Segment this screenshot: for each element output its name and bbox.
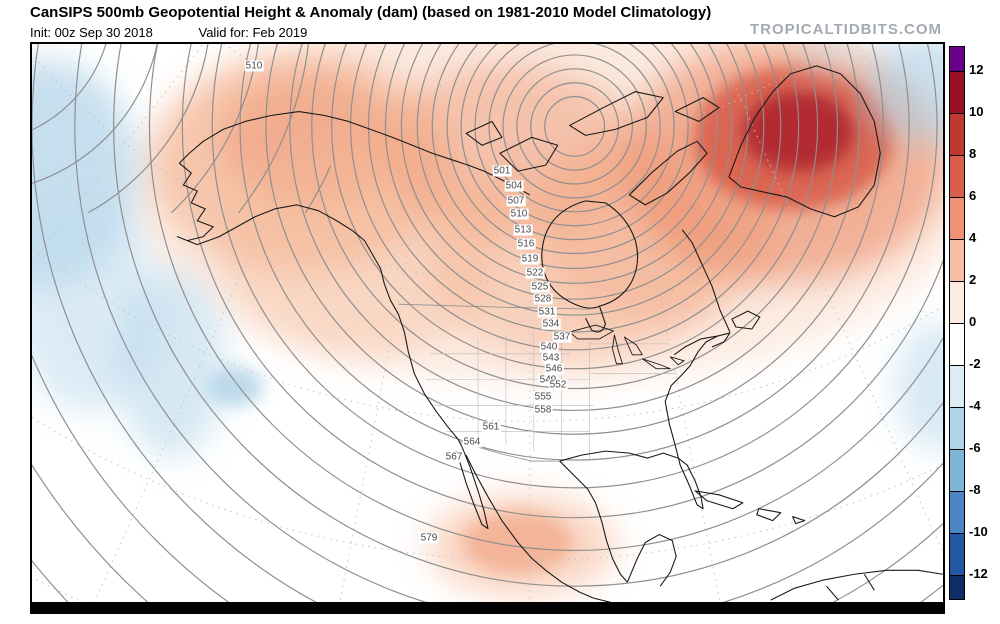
colorbar-segment [950,575,964,599]
coastline-arctic-islands [465,91,720,206]
height-contour-line [367,44,782,333]
colorbar-tick-label: -8 [969,482,981,497]
height-contour-line [431,44,718,269]
colorbar-segment [950,239,964,281]
coastline-mexico-west [465,454,635,612]
great-lakes [569,324,685,370]
height-contour-layer [32,44,943,612]
coastline-pacific [176,152,489,530]
coastline-hudson-bay [541,200,639,333]
colorbar-segment [950,449,964,491]
coastline-gulf-east [559,229,761,587]
colorbar-segment [950,47,964,71]
colorbar-tick-label: 6 [969,188,977,203]
coastline-arctic [188,110,531,196]
coastline-greenland [728,65,881,218]
height-contour-line [544,96,606,157]
colorbar-tick-label: 4 [969,230,977,245]
colorbar-tick-label: -6 [969,440,981,455]
colorbar [949,46,965,600]
map-panel: 510 501 504 507 510 513 516 519 522 525 528 531 534 5… [30,42,945,614]
graticule-layer [32,44,943,612]
height-contour-line [530,82,620,171]
colorbar-tick-label: 12 [969,62,984,77]
valid-label: Valid for: Feb 2019 [198,25,308,40]
colorbar-segment [950,197,964,239]
height-contour-line [350,44,800,351]
colorbar-segment [950,533,964,575]
anomaly-shading-layer [32,44,943,598]
height-contour-line [289,44,860,411]
init-label: Init: 00z Sep 30 2018 [30,25,153,40]
height-contour-line [113,44,943,587]
colorbar-segment [950,407,964,449]
height-contour-line [488,44,661,213]
colorbar-tick-label: -4 [969,398,981,413]
height-contour-line [474,44,675,227]
map-bottom-bar [32,602,943,612]
height-contour-line [149,44,943,551]
height-contour-line [460,44,689,241]
national-borders-path [398,303,590,462]
chart-title: CanSIPS 500mb Geopotential Height & Anom… [30,4,712,21]
coastline-layer [176,65,943,612]
map-canvas [32,44,943,612]
site-watermark: TROPICALTIDBITS.COM [749,21,942,38]
height-contour-line [74,44,943,612]
height-contour-line [516,68,633,185]
colorbar-segment [950,491,964,533]
latitude-line [32,416,943,561]
colorbar-segment [950,71,964,113]
height-contour-line [331,44,819,370]
colorbar-tick-label: 2 [969,272,977,287]
init-valid-line: Init: 00z Sep 30 2018 Valid for: Feb 201… [30,25,307,40]
height-contour-line [239,44,910,461]
height-contour-line [211,44,938,489]
height-contour-line [265,44,884,435]
coastline-caribbean-southamerica [694,490,943,601]
height-contour-line [181,44,943,519]
colorbar-tick-label: 0 [969,314,977,329]
colorbar-tick-label: -10 [969,524,988,539]
colorbar-segment [950,323,964,365]
height-contour-line [416,44,733,284]
colorbar-tick-label: 8 [969,146,977,161]
colorbar-tick-label: -12 [969,566,988,581]
anomaly-blob [208,366,264,407]
height-contour-line [384,44,765,316]
colorbar-segment [950,113,964,155]
state-border-layer [398,303,678,462]
height-contour-line [446,44,703,255]
colorbar-tick-label: 10 [969,104,984,119]
colorbar-tick-label: -2 [969,356,981,371]
colorbar-segment [950,155,964,197]
height-contour-line [502,54,647,199]
height-contour-line [400,44,749,300]
colorbar-segment [950,281,964,323]
colorbar-segment [950,365,964,407]
height-contour-line [311,44,838,390]
anomaly-blob [861,44,943,144]
anomaly-blob [116,269,227,459]
